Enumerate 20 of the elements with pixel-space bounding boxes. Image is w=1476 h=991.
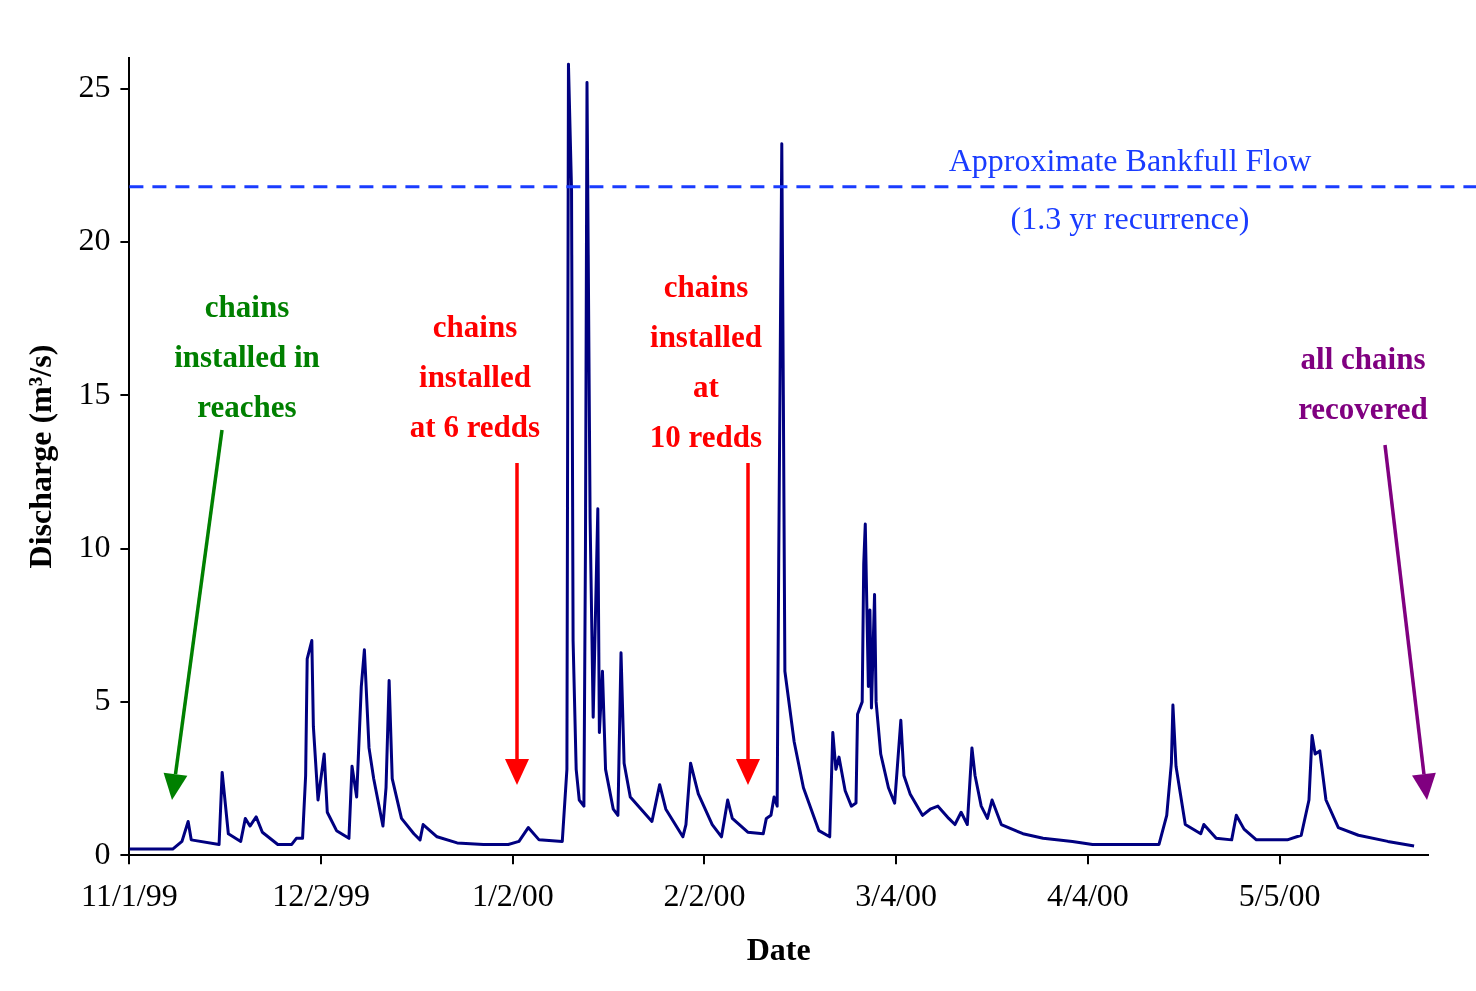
y-tick-label: 10	[78, 527, 111, 564]
x-tick-label: 4/4/00	[1047, 876, 1129, 913]
annotation: chains installed at 6 redds	[408, 308, 542, 446]
y-tick-label: 20	[78, 221, 111, 258]
x-tick-label: 5/5/00	[1238, 876, 1321, 913]
x-tick-label: 11/1/99	[81, 876, 178, 913]
x-tick-label: 2/2/00	[663, 876, 746, 913]
x-tick-label: 1/2/00	[471, 876, 554, 913]
y-axis-title: Discharge (m³/s)	[22, 344, 59, 569]
y-tick-label: 0	[94, 834, 111, 871]
annotation: all chains recovered	[1297, 340, 1429, 428]
annotation: chains installed in reaches	[174, 289, 320, 424]
ref-line-label: Approximate Bankfull Flow (1.3 yr recurrence)	[948, 142, 1312, 237]
x-axis-title: Date	[746, 931, 811, 968]
y-tick-label: 5	[94, 681, 111, 718]
annotation: chains installed at 10 redds	[648, 268, 764, 456]
x-tick-label: 3/4/00	[855, 876, 938, 913]
x-tick-label: 12/2/99	[272, 876, 370, 913]
y-tick-label: 15	[78, 374, 111, 411]
y-tick-label: 25	[78, 68, 111, 105]
